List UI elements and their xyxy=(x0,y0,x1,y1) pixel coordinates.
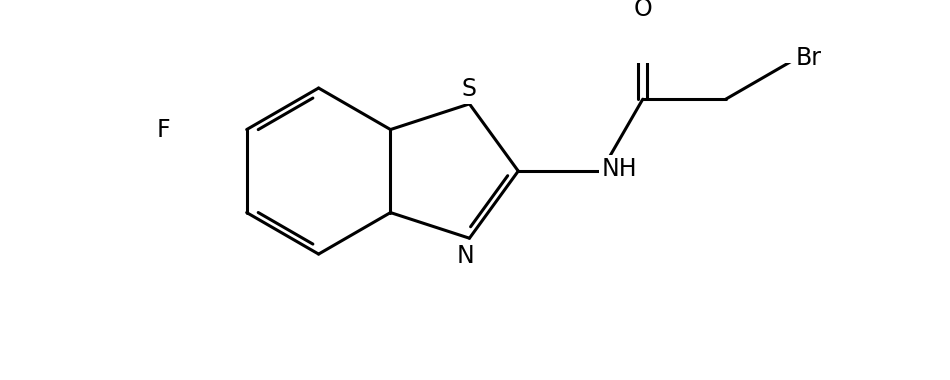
Text: F: F xyxy=(157,117,170,141)
Text: NH: NH xyxy=(601,157,637,181)
Text: O: O xyxy=(634,0,652,22)
Text: S: S xyxy=(462,77,477,101)
Text: N: N xyxy=(456,244,474,269)
Text: Br: Br xyxy=(796,46,822,70)
